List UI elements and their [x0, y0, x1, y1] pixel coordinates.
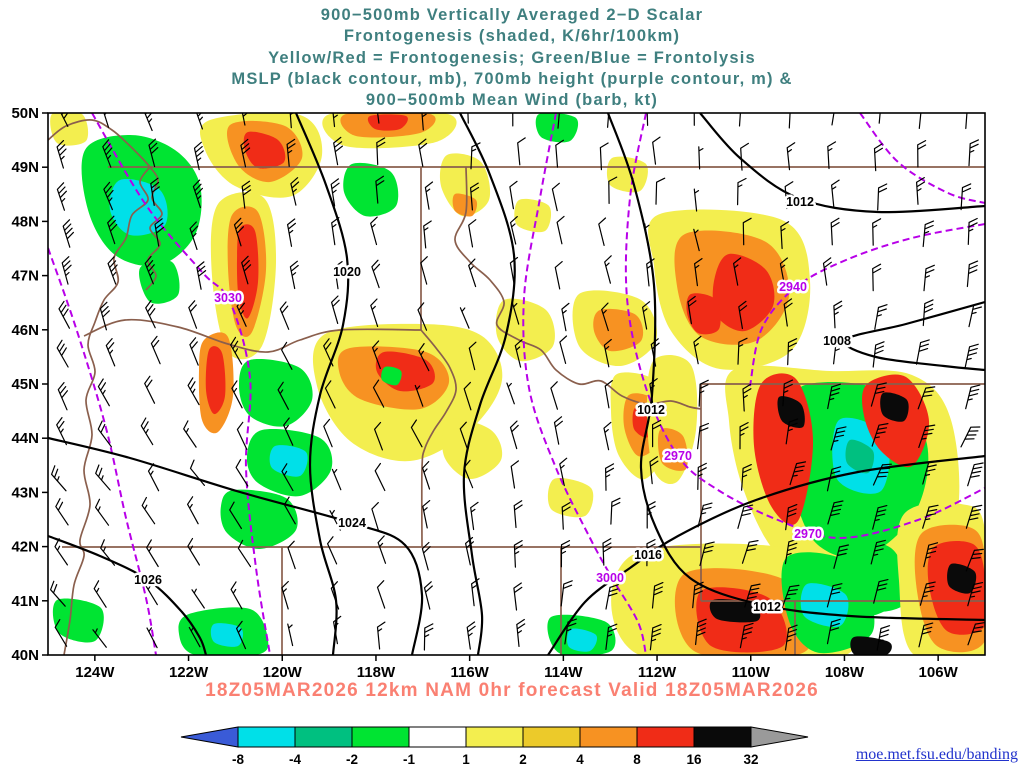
- colorbar-tick-label: 16: [686, 752, 702, 767]
- lon-tick-label: 108W: [825, 664, 865, 681]
- lon-tick-label: 114W: [544, 664, 583, 681]
- svg-text:1024: 1024: [338, 516, 366, 530]
- frontogenesis-shading: [50, 113, 985, 655]
- forecast-caption: 18Z05MAR2026 12km NAM 0hr forecast Valid…: [205, 680, 819, 701]
- svg-text:2970: 2970: [794, 527, 822, 541]
- svg-text:1012: 1012: [753, 600, 781, 614]
- lon-tick-label: 120W: [263, 664, 303, 681]
- colorbar-tick-label: -2: [346, 752, 358, 767]
- svg-text:1026: 1026: [134, 573, 162, 587]
- lon-tick-label: 122W: [169, 664, 209, 681]
- lat-tick-label: 45N: [11, 376, 39, 393]
- lon-tick-label: 106W: [919, 664, 959, 681]
- svg-text:1012: 1012: [637, 403, 665, 417]
- svg-text:3030: 3030: [214, 291, 242, 305]
- chart-title-line: 900−500mb Mean Wind (barb, kt): [365, 91, 659, 110]
- lon-tick-label: 124W: [75, 664, 115, 681]
- lat-axis: 50N 49N 48N 47N 46N 45N 44N 43N 42N 41N 40N: [11, 105, 48, 664]
- lon-tick-label: 112W: [638, 664, 677, 681]
- lat-tick-label: 50N: [11, 105, 39, 122]
- svg-text:2940: 2940: [779, 280, 807, 294]
- lat-tick-label: 49N: [11, 159, 39, 176]
- colorbar-tick-label: 4: [576, 752, 584, 767]
- colorbar-segment: [408, 726, 467, 748]
- colorbar-segment: [693, 726, 752, 748]
- colorbar-tick-label: 2: [519, 752, 527, 767]
- svg-text:3000: 3000: [596, 571, 624, 585]
- credit-link[interactable]: moe.met.fsu.edu/banding: [855, 746, 1018, 763]
- lon-tick-label: 110W: [732, 664, 771, 681]
- wind-barbs: [50, 113, 985, 651]
- colorbar-tick-label: -4: [289, 752, 301, 767]
- colorbar: -8 -4 -2 -1 1 2 4 8 16 32: [180, 726, 809, 767]
- colorbar-segment: [465, 726, 524, 748]
- contour-labels: 1026 1024 1020 1012 1012 1016 1012 1008 3030 3000…: [132, 193, 854, 617]
- colorbar-tick-label: 1: [462, 752, 470, 767]
- svg-text:1016: 1016: [634, 548, 662, 562]
- state-borders: [62, 166, 985, 655]
- chart-title: 900−500mb Vertically Averaged 2−D Scalar…: [0, 5, 1024, 111]
- svg-text:1012: 1012: [786, 195, 814, 209]
- chart-title-line: MSLP (black contour, mb), 700mb height (…: [231, 69, 793, 88]
- lat-tick-label: 43N: [11, 484, 39, 501]
- svg-text:2970: 2970: [664, 449, 692, 463]
- lat-tick-label: 48N: [11, 213, 39, 230]
- colorbar-segment: [294, 726, 353, 748]
- colorbar-segment: [237, 726, 296, 748]
- colorbar-left-arrow: [180, 726, 239, 748]
- chart-title-line: Yellow/Red = Frontogenesis; Green/Blue =…: [268, 48, 756, 67]
- colorbar-tick-label: 8: [633, 752, 641, 767]
- lon-tick-label: 116W: [450, 664, 489, 681]
- map-layers: [48, 113, 985, 655]
- colorbar-tick-label: -8: [232, 752, 244, 767]
- colorbar-tick-label: -1: [403, 752, 415, 767]
- lat-tick-label: 46N: [11, 322, 39, 339]
- colorbar-segment: [522, 726, 581, 748]
- svg-text:1020: 1020: [333, 265, 361, 279]
- colorbar-segment: [636, 726, 695, 748]
- lat-tick-label: 40N: [11, 647, 39, 664]
- colorbar-tick-label: 32: [743, 752, 758, 767]
- lat-tick-label: 47N: [11, 268, 39, 285]
- height-contours: [48, 113, 985, 655]
- coastline: [48, 119, 163, 655]
- colorbar-segment: [579, 726, 638, 748]
- lat-tick-label: 41N: [11, 593, 39, 610]
- lon-tick-label: 118W: [357, 664, 396, 681]
- chart-title-line: Frontogenesis (shaded, K/6hr/100km): [343, 27, 681, 46]
- svg-text:1008: 1008: [823, 334, 851, 348]
- lon-axis: 124W 122W 120W 118W 116W 114W 112W 110W 108W 106W: [75, 655, 959, 681]
- colorbar-right-arrow: [750, 726, 809, 748]
- lat-tick-label: 42N: [11, 539, 39, 556]
- chart-title-line: 900−500mb Vertically Averaged 2−D Scalar: [320, 6, 704, 24]
- lat-tick-label: 44N: [11, 430, 39, 447]
- colorbar-segment: [351, 726, 410, 748]
